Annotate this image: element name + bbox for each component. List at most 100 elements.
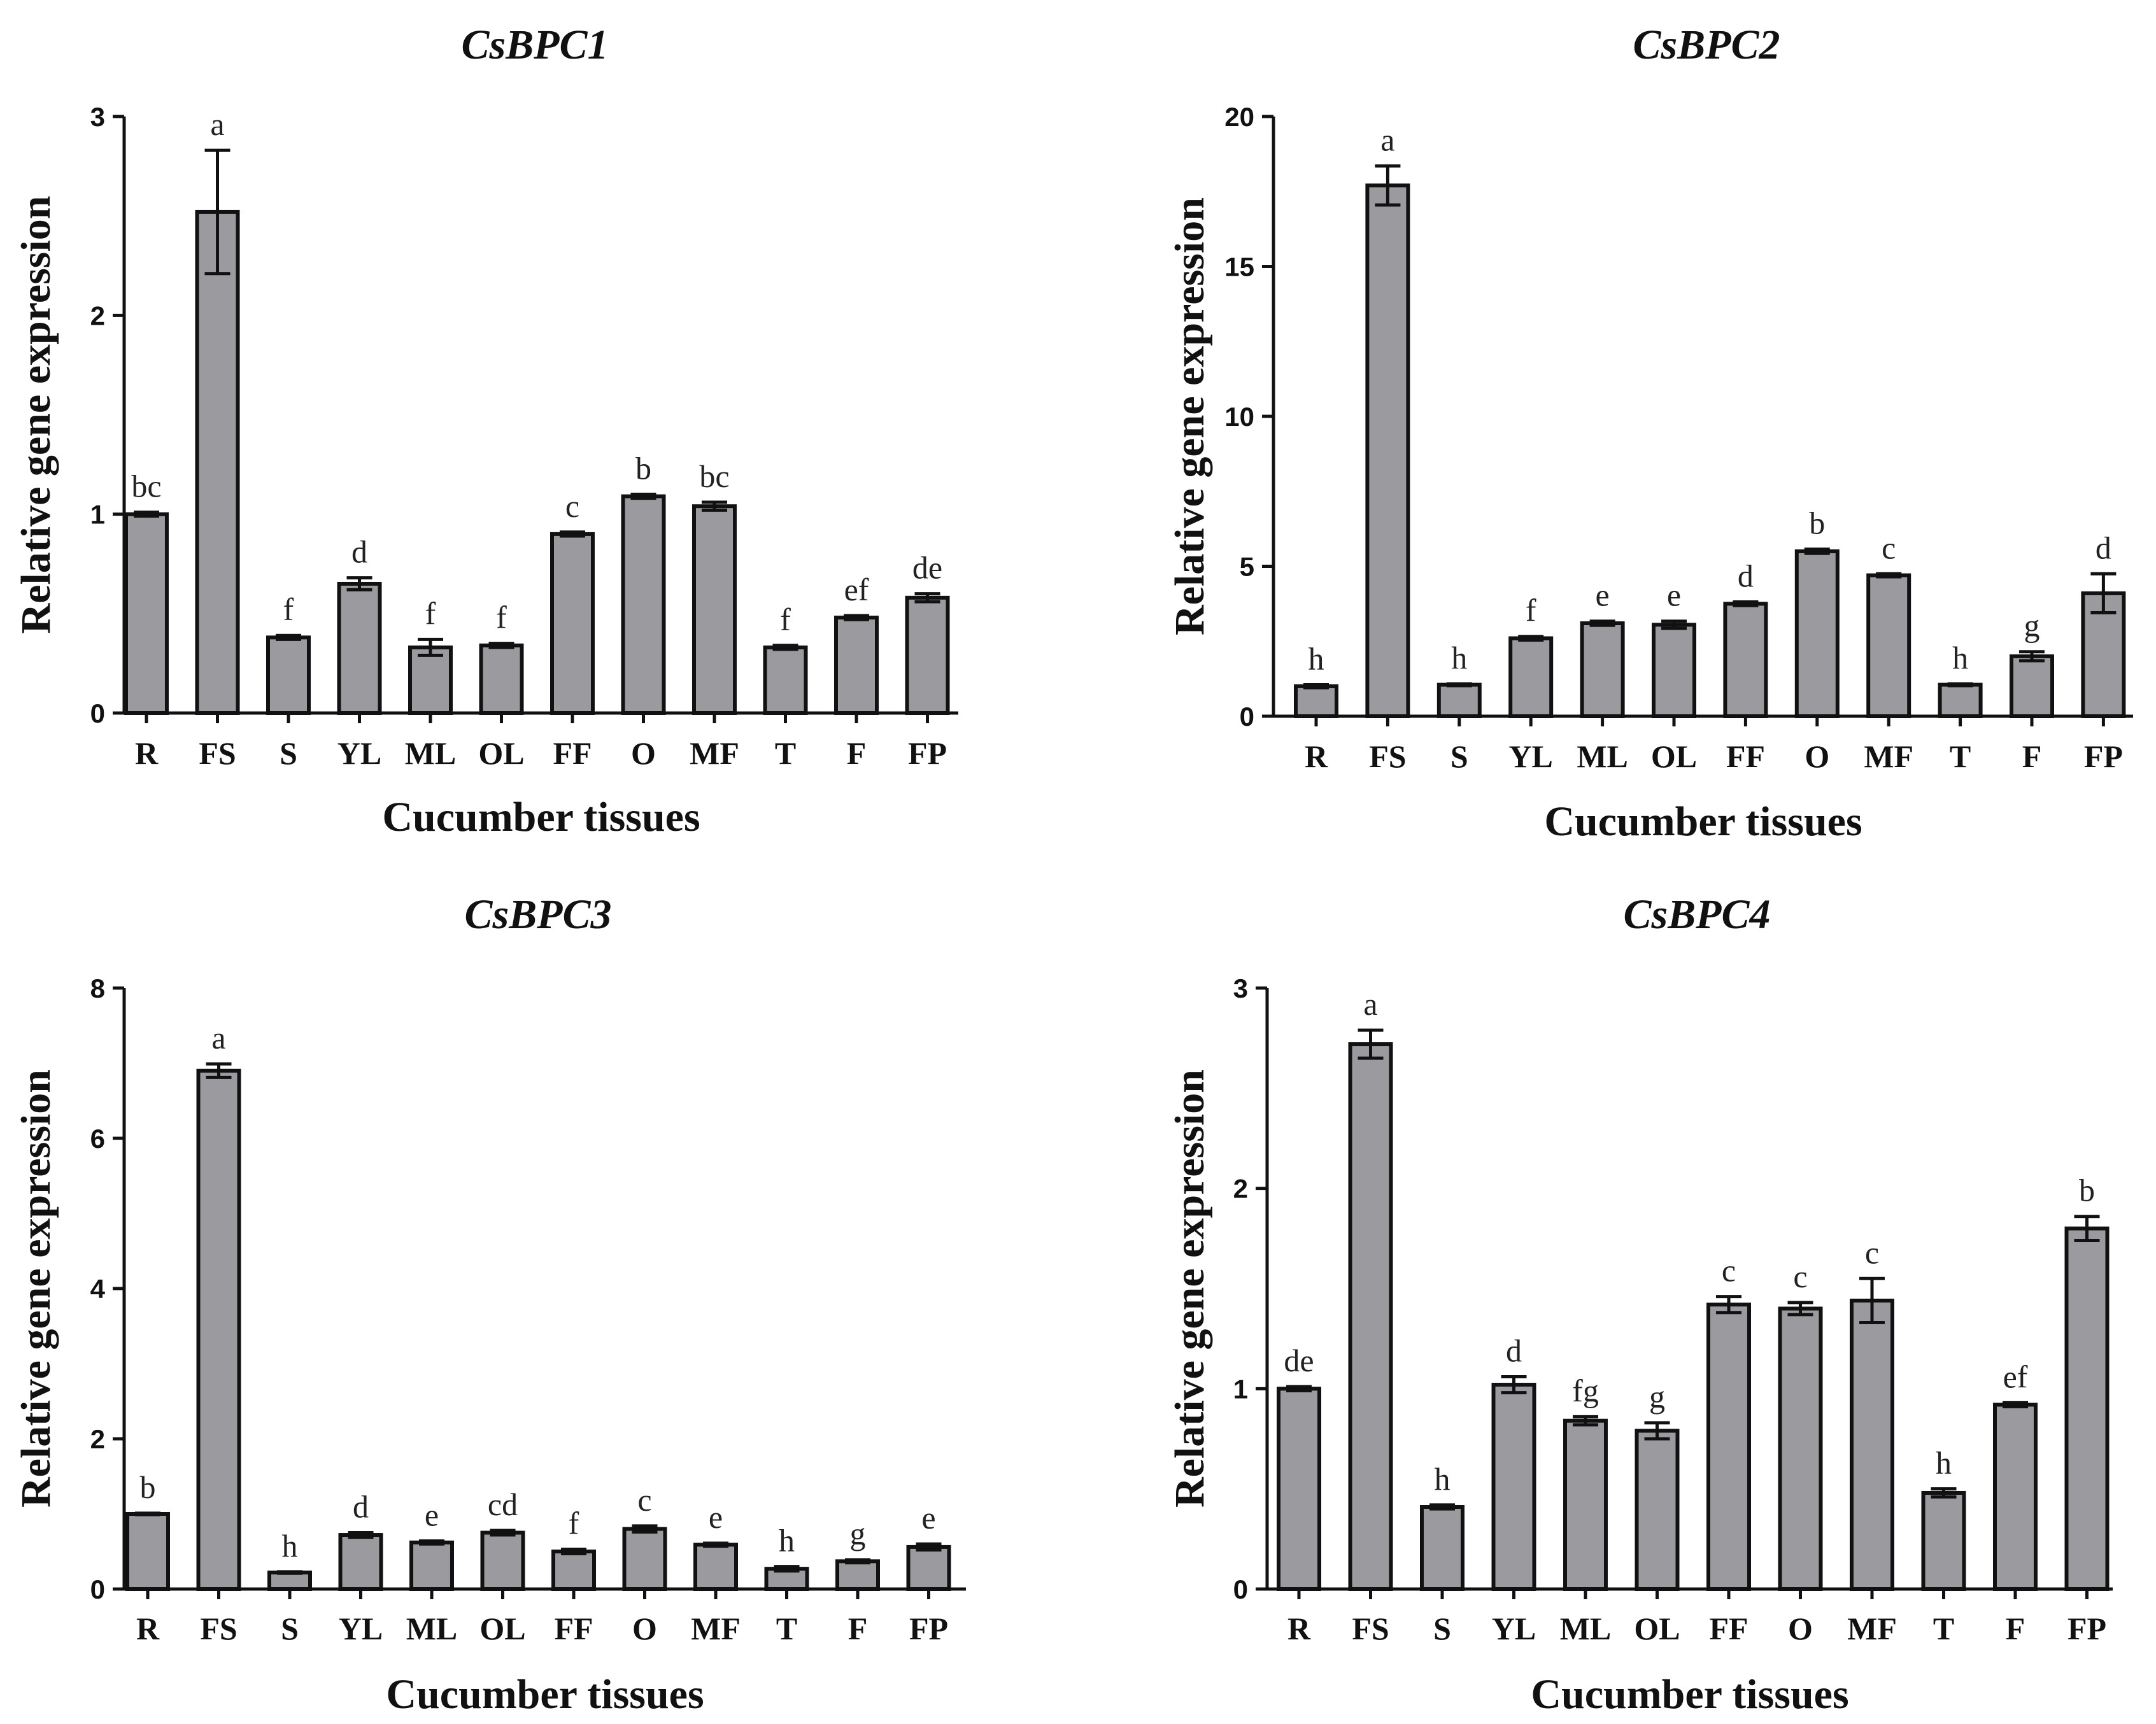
- significance-label-O: c: [1793, 1259, 1807, 1294]
- x-tick-label-MF: MF: [1864, 738, 1913, 774]
- x-tick-label-YL: YL: [1508, 738, 1552, 774]
- y-tick-label: 2: [90, 1424, 105, 1454]
- y-tick-label: 10: [1224, 402, 1254, 432]
- bar-FP: [906, 1544, 951, 1591]
- significance-label-R: h: [1308, 641, 1324, 677]
- y-tick-label: 5: [1240, 552, 1254, 582]
- y-tick-label: 3: [1233, 973, 1248, 1003]
- bar-FS: [1348, 1042, 1393, 1591]
- x-tick-label-OL: OL: [1634, 1611, 1680, 1646]
- y-tick-label: 1: [90, 500, 105, 530]
- significance-label-S: f: [283, 591, 294, 627]
- y-axis-label: Relative gene expression: [13, 1070, 59, 1508]
- bar-ML: [1563, 1418, 1608, 1591]
- y-tick-label: 0: [90, 698, 105, 728]
- x-tick-label-FS: FS: [1352, 1611, 1389, 1646]
- x-tick-label-S: S: [1450, 738, 1468, 774]
- x-tick-label-FP: FP: [2067, 1611, 2106, 1646]
- significance-label-MF: c: [1865, 1234, 1879, 1270]
- significance-label-T: h: [779, 1523, 795, 1558]
- x-tick-label-T: T: [1933, 1611, 1954, 1646]
- y-tick-label: 4: [90, 1274, 106, 1304]
- bar-MF: [693, 1543, 738, 1591]
- x-tick-label-YL: YL: [339, 1611, 383, 1646]
- y-axis-label: Relative gene expression: [1167, 1070, 1213, 1508]
- significance-label-F: ef: [844, 572, 869, 607]
- x-tick-label-MF: MF: [690, 735, 739, 771]
- x-tick-label-OL: OL: [1651, 738, 1697, 774]
- x-tick-label-FF: FF: [1726, 738, 1765, 774]
- chart-title: CsBPC4: [1623, 891, 1770, 938]
- bar-T: [763, 645, 808, 715]
- x-tick-label-FF: FF: [553, 735, 592, 771]
- significance-label-YL: d: [1506, 1332, 1522, 1368]
- bar-FS: [195, 209, 240, 716]
- bar-S: [267, 1571, 312, 1592]
- bar-ML: [408, 645, 453, 715]
- significance-label-R: de: [1284, 1343, 1314, 1378]
- significance-label-FF: d: [1738, 558, 1754, 594]
- significance-label-S: h: [282, 1528, 298, 1564]
- significance-label-FP: e: [921, 1500, 935, 1536]
- bar-F: [2010, 654, 2054, 719]
- bar-YL: [1508, 636, 1554, 718]
- x-tick-label-ML: ML: [406, 1611, 458, 1646]
- significance-label-YL: d: [353, 1489, 369, 1525]
- bar-O: [1778, 1306, 1823, 1591]
- significance-label-FS: a: [1363, 986, 1377, 1022]
- significance-label-F: ef: [2003, 1359, 2028, 1394]
- x-tick-label-OL: OL: [479, 1611, 525, 1646]
- bar-R: [124, 512, 169, 716]
- y-tick-label: 1: [1233, 1374, 1248, 1404]
- x-tick-label-T: T: [1950, 738, 1971, 774]
- significance-label-FF: c: [1722, 1253, 1736, 1289]
- significance-label-OL: e: [1667, 577, 1681, 613]
- significance-label-O: c: [637, 1482, 651, 1518]
- y-tick-label: 6: [90, 1124, 105, 1154]
- x-tick-label-S: S: [281, 1611, 299, 1646]
- significance-label-FP: d: [2096, 530, 2111, 565]
- x-axis-label: Cucumber tissues: [1531, 1671, 1848, 1718]
- x-tick-label-ML: ML: [1577, 738, 1628, 774]
- bar-FS: [1365, 183, 1410, 718]
- x-tick-label-YL: YL: [337, 735, 381, 771]
- y-tick-label: 3: [90, 102, 105, 132]
- y-tick-label: 2: [1233, 1174, 1248, 1204]
- significance-label-MF: e: [709, 1499, 723, 1535]
- bar-T: [1921, 1490, 1966, 1591]
- bar-OL: [479, 643, 524, 715]
- x-tick-label-OL: OL: [478, 735, 524, 771]
- bar-OL: [480, 1530, 525, 1591]
- x-tick-label-FF: FF: [554, 1611, 593, 1646]
- bar-MF: [1866, 573, 1911, 718]
- bar-S: [1436, 682, 1482, 719]
- x-tick-label-R: R: [1287, 1611, 1311, 1646]
- y-tick-label: 8: [90, 973, 105, 1003]
- significance-label-OL: g: [1649, 1379, 1665, 1415]
- significance-label-FF: f: [569, 1505, 579, 1541]
- significance-label-R: bc: [131, 469, 161, 504]
- bar-R: [1277, 1387, 1321, 1591]
- x-tick-label-R: R: [1305, 738, 1328, 774]
- x-tick-label-R: R: [135, 735, 159, 771]
- bar-FP: [2064, 1226, 2110, 1591]
- x-tick-label-FP: FP: [908, 735, 947, 771]
- x-tick-label-T: T: [776, 1611, 797, 1646]
- x-tick-label-O: O: [1788, 1611, 1813, 1646]
- significance-label-FF: c: [565, 488, 579, 524]
- bar-YL: [337, 581, 382, 715]
- x-tick-label-T: T: [775, 735, 796, 771]
- bar-OL: [1635, 1429, 1680, 1591]
- bar-S: [266, 635, 311, 716]
- y-tick-label: 0: [90, 1574, 105, 1604]
- bar-MF: [692, 504, 737, 715]
- significance-label-T: h: [1952, 640, 1968, 675]
- x-tick-label-O: O: [1805, 738, 1829, 774]
- significance-label-YL: d: [351, 534, 367, 570]
- significance-label-MF: c: [1882, 530, 1896, 565]
- significance-label-YL: f: [1526, 593, 1536, 628]
- bar-ML: [1580, 621, 1625, 718]
- bar-F: [1993, 1403, 2038, 1591]
- chart-panel-2: CsBPC2 0 5 10 15 20 Relative gene expression h R…: [1167, 22, 2133, 845]
